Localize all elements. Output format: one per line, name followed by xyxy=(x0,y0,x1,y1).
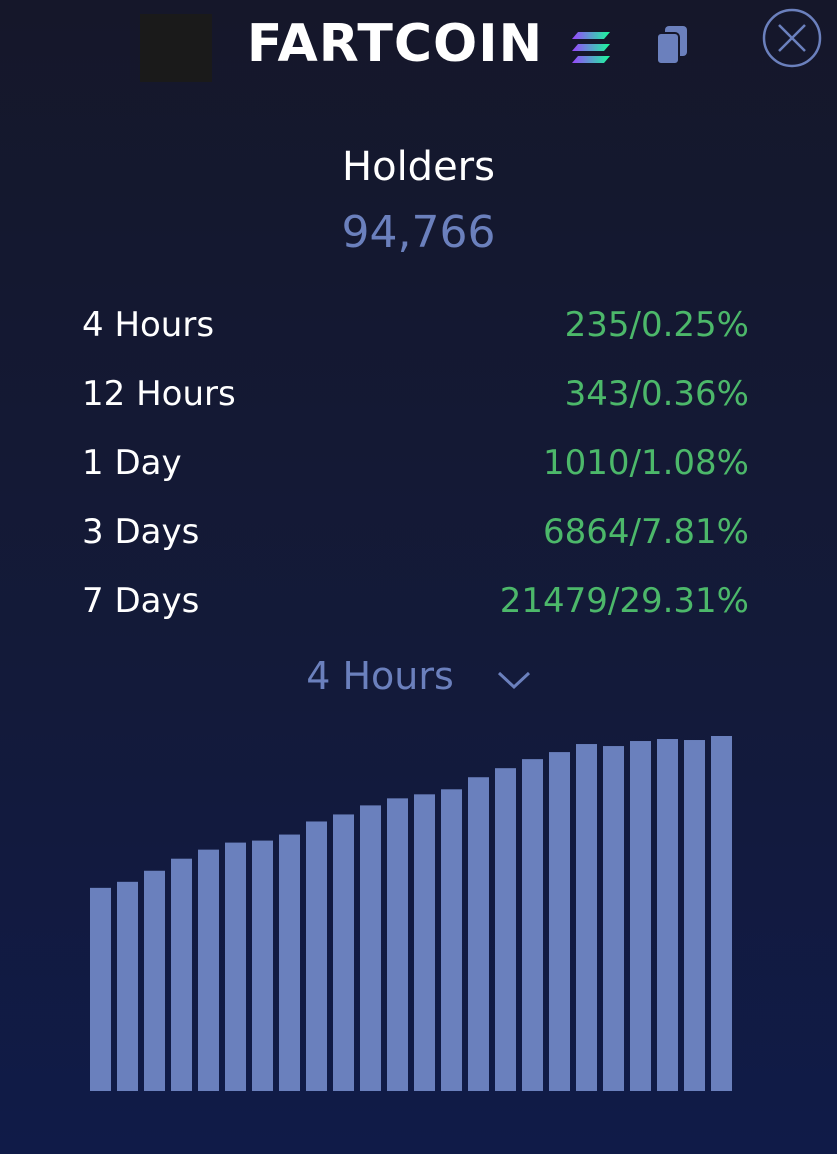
token-logo xyxy=(140,14,212,82)
bar xyxy=(630,741,651,1091)
holders-value: 94,766 xyxy=(341,207,496,258)
bar xyxy=(495,768,516,1091)
stat-label: 3 Days xyxy=(82,512,200,552)
stat-label: 1 Day xyxy=(82,443,182,483)
bar xyxy=(711,736,732,1091)
bar xyxy=(522,759,543,1091)
stat-row: 3 Days 6864/7.81% xyxy=(82,507,749,557)
bar xyxy=(414,794,435,1091)
stat-value: 21479/29.31% xyxy=(499,581,749,621)
stat-row: 1 Day 1010/1.08% xyxy=(82,438,749,488)
bar xyxy=(441,789,462,1091)
bar xyxy=(279,834,300,1091)
close-button[interactable] xyxy=(760,6,824,70)
stat-label: 12 Hours xyxy=(82,374,236,414)
stat-value: 343/0.36% xyxy=(564,374,749,414)
bar xyxy=(549,752,570,1091)
stat-label: 7 Days xyxy=(82,581,200,621)
dropdown-label: 4 Hours xyxy=(306,654,454,698)
chart xyxy=(90,736,732,1091)
bar xyxy=(225,842,246,1091)
bar xyxy=(198,849,219,1091)
bar xyxy=(171,858,192,1091)
period-dropdown[interactable]: 4 Hours xyxy=(0,654,760,698)
stat-value: 235/0.25% xyxy=(564,305,749,345)
bar xyxy=(684,740,705,1091)
stat-row: 4 Hours 235/0.25% xyxy=(82,300,749,350)
bar xyxy=(333,814,354,1091)
stat-value: 6864/7.81% xyxy=(543,512,749,552)
stat-row: 12 Hours 343/0.36% xyxy=(82,369,749,419)
bar xyxy=(306,821,327,1091)
bar xyxy=(90,887,111,1091)
token-title: FARTCOIN xyxy=(246,14,544,74)
bar xyxy=(144,870,165,1091)
bar xyxy=(117,881,138,1091)
bar xyxy=(468,777,489,1091)
bar xyxy=(252,840,273,1091)
bar xyxy=(576,744,597,1091)
bar xyxy=(360,805,381,1091)
stat-row: 7 Days 21479/29.31% xyxy=(82,576,749,626)
chevron xyxy=(497,671,531,690)
holders-label: Holders xyxy=(342,144,495,190)
bar xyxy=(657,739,678,1091)
copy-button[interactable] xyxy=(655,24,691,66)
stat-label: 4 Hours xyxy=(82,305,215,345)
bar xyxy=(387,798,408,1091)
bar xyxy=(603,746,624,1091)
stat-value: 1010/1.08% xyxy=(543,443,749,483)
solana-icon xyxy=(572,32,610,63)
